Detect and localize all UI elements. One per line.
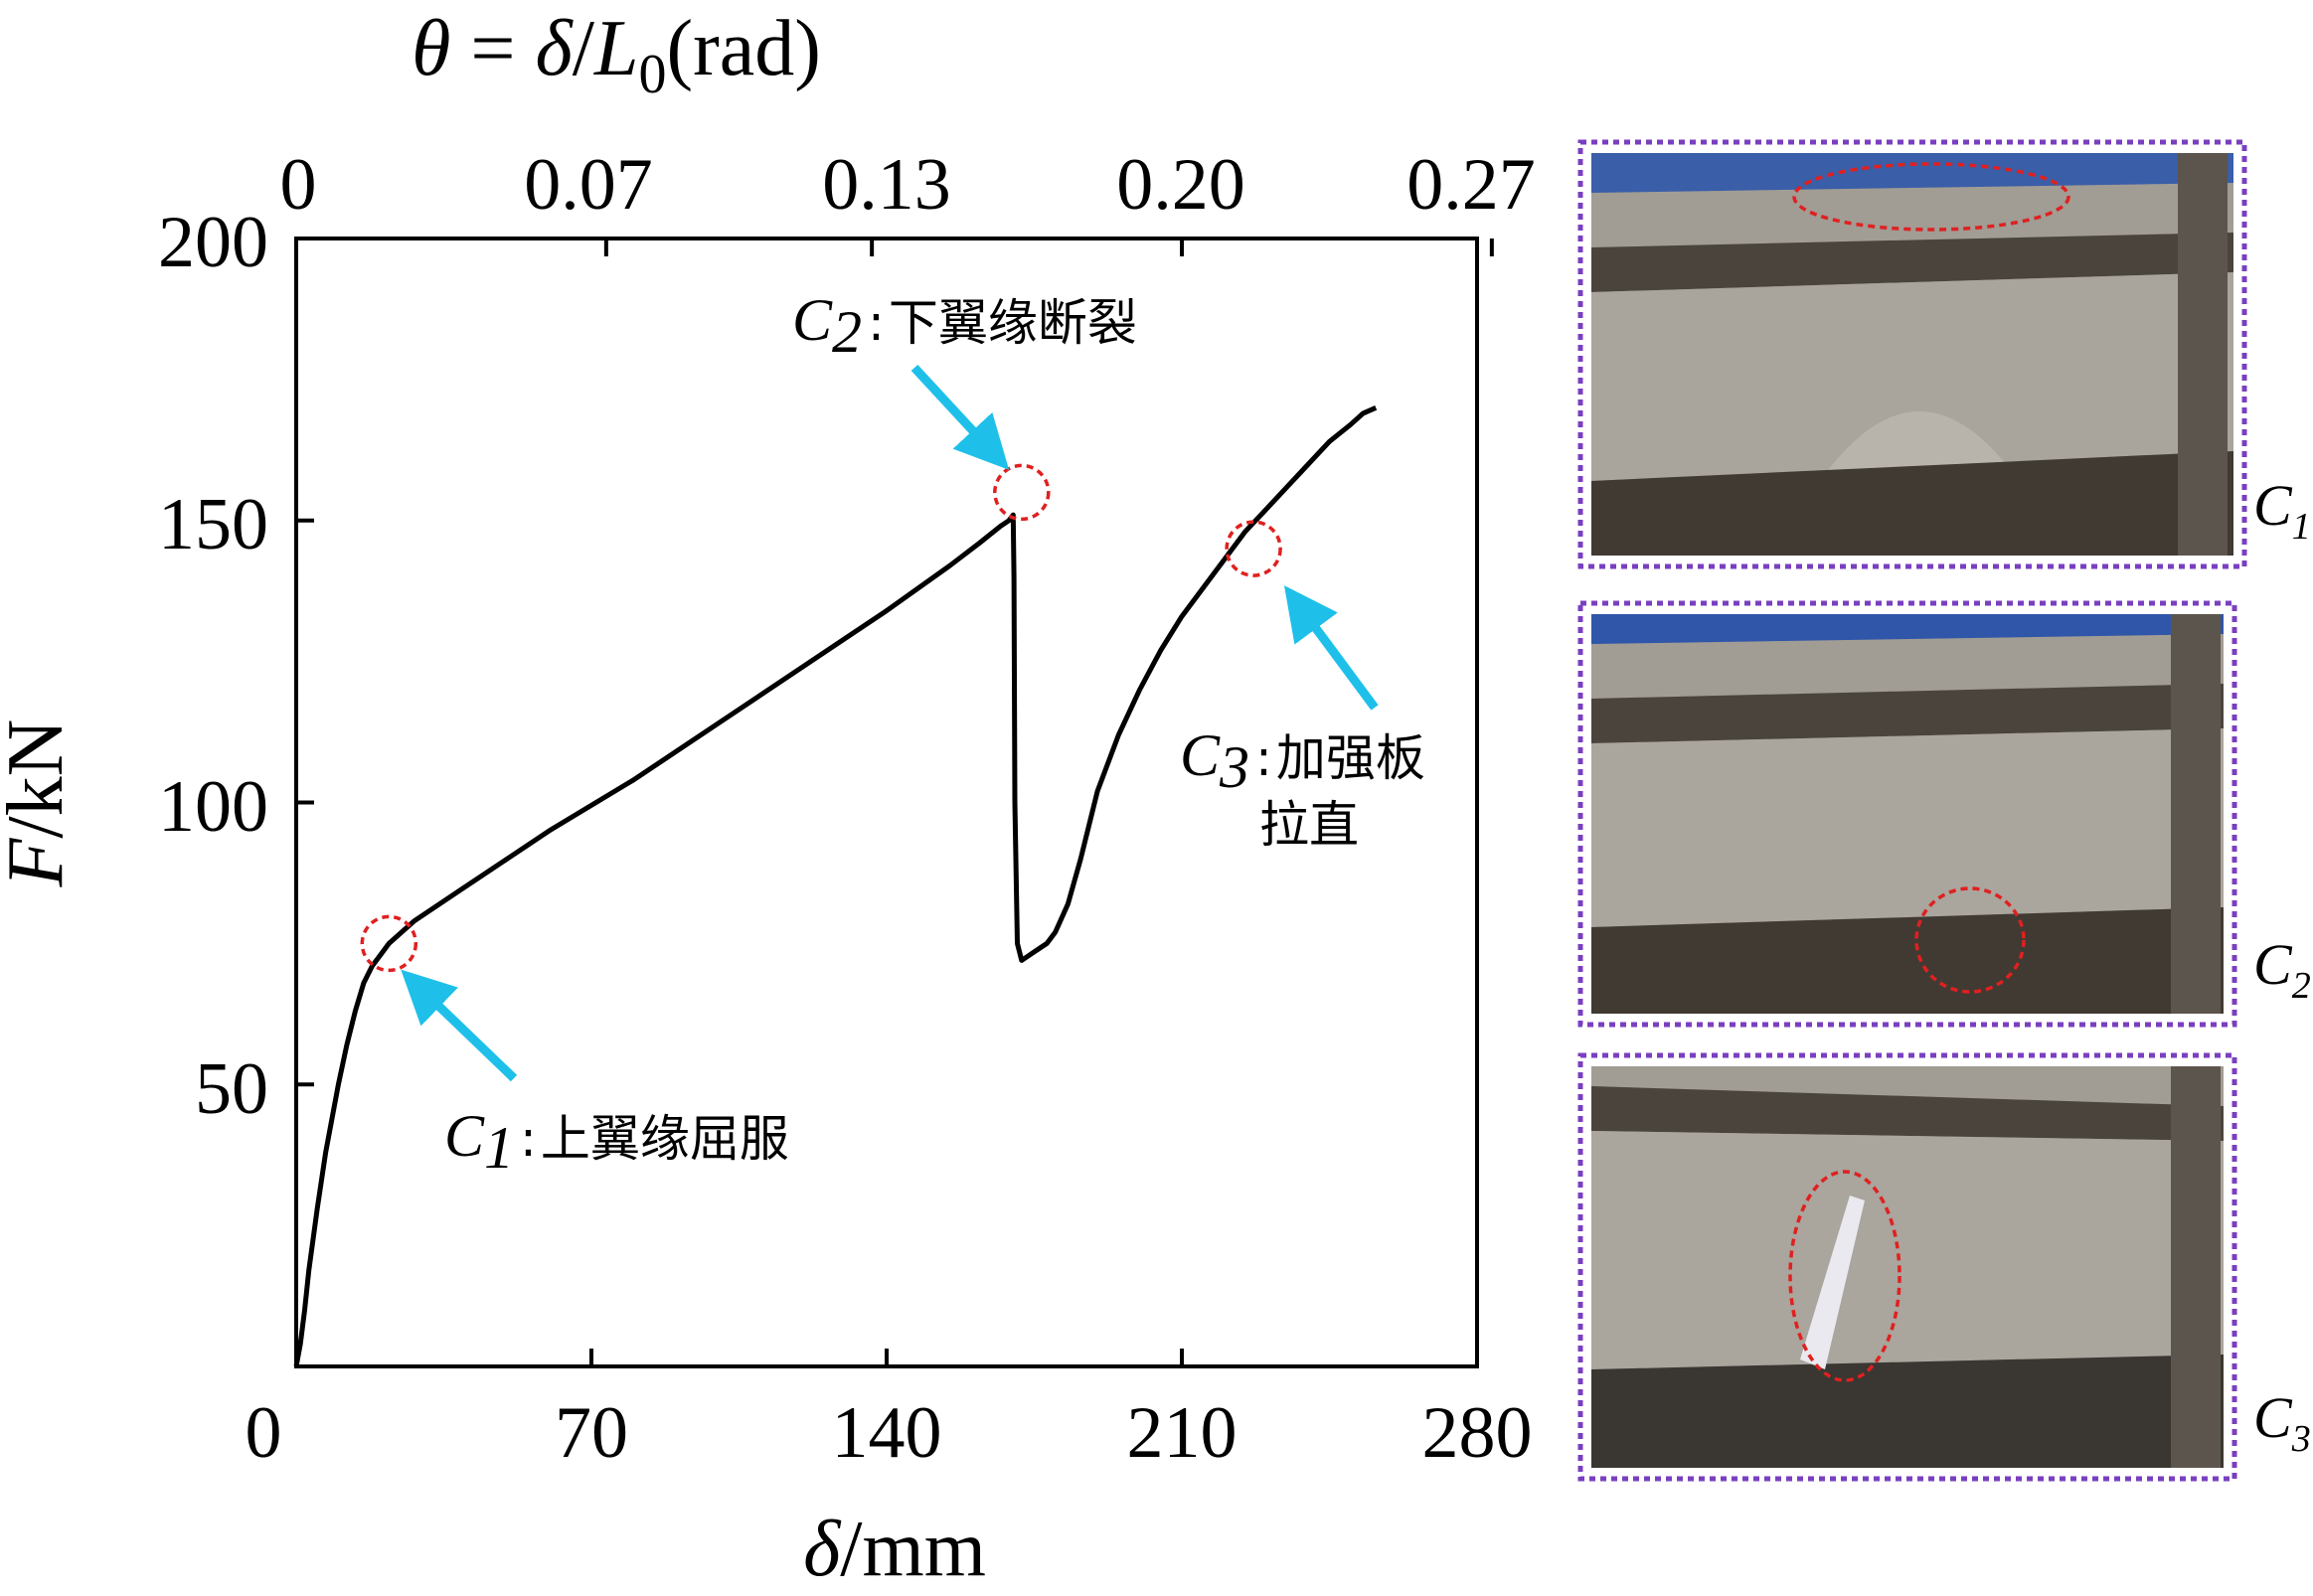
photo-c2-marker — [1914, 886, 2026, 994]
x-tick-label-210: 210 — [1127, 1392, 1238, 1474]
photo-panel-c2: C2 — [1577, 600, 2311, 1028]
panel-label-c1: C1 — [2253, 473, 2311, 548]
photo-panel-c3: C3 — [1577, 1052, 2311, 1482]
x-axis-title-var: δ — [803, 1506, 842, 1593]
top-tick-label-0.13: 0.13 — [822, 144, 951, 226]
arrow-c2 — [910, 364, 1010, 470]
y-axis-title-var: F — [0, 837, 80, 887]
y-axis-title-unit: /kN — [0, 719, 80, 839]
top-tick-label-0: 0 — [280, 144, 317, 226]
arrow-c3 — [1283, 585, 1379, 711]
annotation-c2-text: 下翼缘断裂 — [889, 294, 1137, 352]
annotation-c2-sub: 2 — [832, 299, 862, 365]
annotation-c2: C2:下翼缘断裂 — [792, 287, 1137, 365]
top-tick-label-0.20: 0.20 — [1116, 144, 1245, 226]
x-axis-title: δ/mm — [803, 1506, 986, 1593]
x-tick-label-70: 70 — [555, 1392, 628, 1474]
marker-circle-c2 — [993, 463, 1051, 522]
x-tick-label-140: 140 — [832, 1392, 942, 1474]
top-axis-title-unit: (rad) — [666, 5, 820, 92]
photo-c1 — [1591, 153, 2233, 556]
top-axis-title-delta: δ — [536, 5, 575, 92]
annotation-c3-line2: 拉直 — [1259, 796, 1359, 854]
tick-marks — [294, 237, 1494, 1368]
annotation-c1-var: C — [444, 1103, 485, 1169]
origin-tick-label: 0 — [246, 1392, 282, 1474]
annotation-c1-text: 上翼缘屈服 — [541, 1110, 789, 1168]
annotation-c2-var: C — [792, 287, 833, 353]
annotation-c3: C3:加强板 — [1180, 722, 1425, 800]
top-axis-title-eq: = — [450, 5, 535, 92]
top-tick-label-0.07: 0.07 — [524, 144, 653, 226]
photo-c1-marker — [1792, 162, 2070, 232]
y-tick-label-200: 200 — [158, 202, 268, 283]
top-tick-label-0.27: 0.27 — [1406, 144, 1536, 226]
annotation-c3-line1: 加强板 — [1276, 729, 1425, 787]
y-tick-label-50: 50 — [195, 1048, 268, 1130]
panel-label-c3: C3 — [2253, 1385, 2311, 1460]
annotation-c3-var: C — [1180, 722, 1221, 788]
x-axis-title-unit: /mm — [840, 1506, 986, 1593]
annotation-c3-sub: 3 — [1219, 734, 1249, 800]
y-axis-title: F/kN — [0, 719, 80, 888]
x-tick-label-280: 280 — [1422, 1392, 1533, 1474]
series-line-f-delta — [293, 405, 1378, 1367]
photo-c2 — [1591, 614, 2224, 1014]
top-axis-title-theta: θ — [412, 5, 450, 92]
top-axis-title-L: L — [593, 5, 639, 92]
photo-c3-marker — [1788, 1170, 1901, 1382]
y-tick-label-100: 100 — [158, 766, 268, 848]
marker-circle-c1 — [360, 914, 418, 973]
annotation-c1-sub: 1 — [484, 1115, 514, 1181]
panel-label-c2: C2 — [2253, 932, 2311, 1007]
top-axis-title-sub: 0 — [638, 44, 666, 105]
top-axis-title: θ = δ/L0(rad) — [412, 5, 821, 105]
top-axis-title-slash: / — [573, 5, 595, 92]
photo-panel-c1: C1 — [1577, 139, 2311, 569]
arrow-c1 — [401, 969, 518, 1082]
marker-circle-c3 — [1225, 520, 1282, 577]
y-tick-label-150: 150 — [158, 484, 268, 565]
annotation-c1: C1:上翼缘屈服 — [444, 1103, 789, 1181]
photo-c3 — [1591, 1066, 2224, 1468]
